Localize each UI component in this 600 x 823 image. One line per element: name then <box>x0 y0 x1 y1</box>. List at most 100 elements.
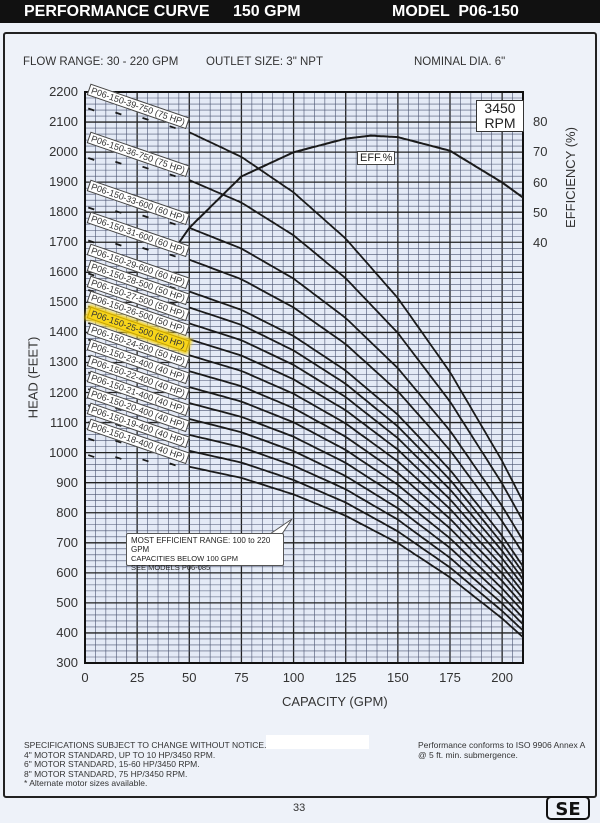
header-model: MODEL P06-150 <box>392 3 519 20</box>
footer-line: 6" MOTOR STANDARD, 15-60 HP/3450 RPM. <box>24 759 200 769</box>
nominal-diameter: NOMINAL DIA. 6" <box>414 56 506 68</box>
header-title: PERFORMANCE CURVE <box>24 3 210 20</box>
efficient-range-note: MOST EFFICIENT RANGE: 100 to 220 GPM CAP… <box>126 533 284 572</box>
note-line-2: CAPACITIES BELOW 100 GPM <box>131 554 238 563</box>
head-curve-dash <box>115 242 122 247</box>
x-tick-label: 75 <box>234 670 249 685</box>
y-tick-label: 600 <box>56 564 78 580</box>
head-curve <box>189 402 524 612</box>
x-tick-label: 150 <box>386 670 409 685</box>
head-curve-dash <box>87 107 95 112</box>
head-curve-dash <box>115 210 122 214</box>
head-curve <box>189 386 524 606</box>
y-tick-label: 800 <box>56 504 78 520</box>
y-tick-label: 2000 <box>49 144 78 160</box>
x-tick-label: 50 <box>182 670 197 685</box>
y-tick-label: 1900 <box>49 174 78 190</box>
head-curve-dash <box>115 111 122 116</box>
y-tick-label: 1000 <box>49 444 78 460</box>
x-axis-title: CAPACITY (GPM) <box>282 694 388 709</box>
head-curve <box>188 290 524 567</box>
head-curve-dash <box>169 173 176 178</box>
y-tick-label: 300 <box>56 655 78 670</box>
head-curve-dash <box>169 253 176 258</box>
efficiency-curve-label: EFF.% <box>357 151 396 165</box>
head-curve-dash <box>115 456 122 460</box>
y-tick-label: 1400 <box>49 324 78 340</box>
x-tick-label: 175 <box>439 670 461 685</box>
header-bar: PERFORMANCE CURVE 150 GPM MODEL P06-150 <box>0 0 600 23</box>
y2-tick-label: 50 <box>533 204 548 220</box>
y-tick-label: 2100 <box>49 114 78 130</box>
x-tick-label: 200 <box>491 670 513 685</box>
y-tick-label: 2200 <box>49 84 78 99</box>
head-curve-dash <box>87 206 95 211</box>
head-curve <box>188 179 524 522</box>
footer-iso-line: Performance conforms to ISO 9906 Annex A <box>418 740 586 750</box>
footer-line: SPECIFICATIONS SUBJECT TO CHANGE WITHOUT… <box>24 740 267 750</box>
head-curve-dash <box>87 239 95 244</box>
note-line-3: SEE MODELS P06-085 <box>131 563 211 572</box>
head-curve <box>189 370 524 599</box>
head-curve-dash <box>87 437 95 442</box>
head-curve <box>189 354 524 593</box>
head-curve-dash <box>142 117 149 121</box>
outlet-size: OUTLET SIZE: 3" NPT <box>206 56 323 68</box>
y-tick-label: 1300 <box>49 354 78 370</box>
footer-line: 4" MOTOR STANDARD, UP TO 10 HP/3450 RPM. <box>24 749 216 760</box>
x-tick-label: 0 <box>81 670 89 685</box>
y-tick-label: 1800 <box>49 204 78 220</box>
head-curve-dash <box>87 157 95 161</box>
rpm-unit: RPM <box>484 115 516 131</box>
head-curve <box>188 226 524 541</box>
head-curve-dash <box>115 160 122 165</box>
head-curve <box>189 465 524 638</box>
head-curve <box>189 449 524 632</box>
rpm-badge: 3450 RPM <box>476 100 524 132</box>
head-curve <box>189 306 524 574</box>
note-line-1: MOST EFFICIENT RANGE: 100 to 220 GPM <box>131 536 271 554</box>
y-tick-label: 1600 <box>49 264 78 280</box>
head-curve <box>188 258 524 554</box>
flow-range: FLOW RANGE: 30 - 220 GPM <box>23 56 179 68</box>
efficiency-curve <box>178 134 524 244</box>
head-curve-dash <box>169 221 176 226</box>
y-tick-label: 700 <box>56 534 78 550</box>
page-number: 33 <box>293 802 306 814</box>
x-tick-label: 100 <box>282 670 305 685</box>
y-tick-label: 1100 <box>50 414 78 430</box>
y-tick-label: 1200 <box>49 384 78 400</box>
y2-tick-label: 70 <box>533 144 548 160</box>
header-flow: 150 GPM <box>233 3 301 20</box>
head-curve-dash <box>87 454 95 458</box>
footer-line: 8" MOTOR STANDARD, 75 HP/3450 RPM. <box>24 768 188 779</box>
head-curve-dash <box>169 462 176 467</box>
head-curve-dash <box>142 458 149 463</box>
blank-box <box>266 735 369 749</box>
footer-iso: Performance conforms to ISO 9906 Annex A… <box>418 740 586 760</box>
y2-tick-label: 60 <box>533 174 548 190</box>
y2-tick-label: 80 <box>533 114 548 129</box>
y-tick-label: 900 <box>56 474 78 490</box>
head-curve <box>188 131 524 503</box>
head-curve <box>189 322 524 580</box>
head-curve-dash <box>87 272 95 277</box>
y-tick-label: 1500 <box>49 294 78 310</box>
performance-plot <box>84 91 524 664</box>
plot-border <box>84 91 524 664</box>
y-tick-label: 1700 <box>49 234 78 250</box>
x-tick-label: 25 <box>129 670 145 685</box>
head-curve-dash <box>115 439 122 444</box>
y2-tick-label: 40 <box>533 235 548 250</box>
head-curve-dash <box>142 246 149 251</box>
head-curve-dash <box>142 214 149 219</box>
chart-frame <box>3 32 597 798</box>
rpm-value: 3450 <box>484 100 516 116</box>
y-tick-label: 400 <box>56 624 78 640</box>
head-curve <box>189 338 524 587</box>
head-curve-dash <box>142 165 149 170</box>
head-curve <box>189 418 524 619</box>
footer-iso-line: @ 5 ft. min. submergence. <box>418 749 518 760</box>
y-tick-label: 500 <box>56 594 78 610</box>
